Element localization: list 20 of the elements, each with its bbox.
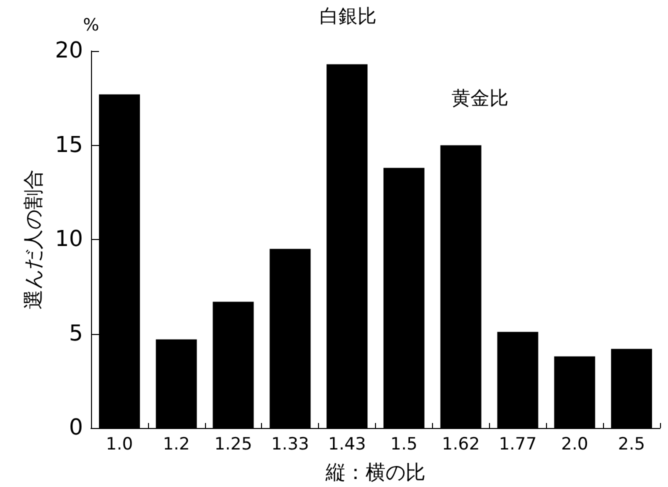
x-tick-label: 1.77 (498, 434, 537, 454)
y-tick-label: 10 (55, 227, 83, 252)
text: 白銀比 (320, 6, 376, 28)
y-tick-label: 15 (55, 132, 83, 158)
y-tick-label: 20 (55, 38, 83, 64)
x-tick-label: 1.5 (390, 434, 418, 454)
x-tick-label: 2.0 (561, 434, 588, 454)
x-tick-label: 2.5 (618, 434, 646, 454)
x-tick-label: 1.33 (271, 434, 310, 454)
x-axis-title: 縦：横の比 (324, 460, 426, 484)
x-tick-label: 1.0 (106, 434, 133, 454)
y-axis-title: 選んだ人の割合 (21, 170, 45, 310)
y-tick-label: 5 (69, 321, 83, 346)
x-tick-label: 1.43 (328, 434, 366, 454)
x-tick-label: 1.25 (214, 434, 252, 454)
annotation: 黄金比 (452, 88, 508, 110)
text: % (83, 16, 100, 36)
y-tick-label: 0 (69, 416, 83, 440)
x-tick-label: 1.2 (162, 434, 190, 454)
x-tick-label: 1.62 (442, 434, 480, 454)
